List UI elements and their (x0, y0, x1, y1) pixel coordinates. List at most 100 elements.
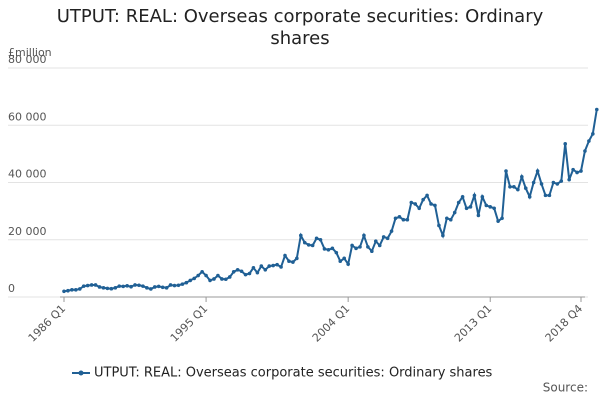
data-point (322, 247, 327, 251)
data-point (279, 265, 283, 269)
data-point (543, 193, 548, 198)
data-point (318, 237, 323, 242)
data-point (587, 139, 591, 143)
data-point (377, 243, 382, 248)
data-point (70, 288, 74, 292)
x-tick-label: 2018 Q4 (543, 302, 586, 345)
data-point (145, 286, 149, 290)
data-point (567, 177, 571, 182)
x-tick-label: 2013 Q1 (452, 302, 495, 345)
data-point (149, 287, 153, 291)
data-point (484, 203, 489, 208)
data-point (500, 216, 504, 221)
data-point (555, 182, 560, 186)
data-point (441, 233, 445, 238)
data-point (385, 236, 390, 241)
data-point (342, 256, 347, 261)
data-point (405, 217, 410, 222)
data-point (346, 262, 350, 266)
data-point (460, 195, 465, 199)
data-point (133, 283, 137, 287)
data-point (184, 280, 189, 285)
data-point (220, 277, 224, 281)
data-point (476, 213, 481, 218)
data-point (539, 182, 544, 186)
data-point (520, 174, 524, 179)
data-point (334, 250, 339, 255)
data-point (97, 285, 102, 289)
y-tick-label: 0 (8, 282, 15, 295)
data-point (129, 284, 133, 289)
data-point (591, 132, 595, 136)
data-point (255, 270, 260, 275)
data-point (354, 246, 358, 251)
data-point (93, 283, 98, 287)
data-point (583, 149, 587, 153)
data-point (168, 283, 173, 287)
data-point (283, 253, 287, 258)
data-point (330, 246, 335, 251)
data-point (156, 284, 161, 289)
data-point (141, 284, 145, 288)
data-point (200, 270, 204, 274)
y-tick-label: 40 000 (8, 168, 47, 181)
data-point (531, 180, 536, 185)
data-point (326, 247, 331, 252)
data-point (77, 287, 82, 291)
data-point (381, 235, 386, 239)
data-point (456, 200, 461, 205)
y-axis-label: £million (8, 46, 52, 59)
data-point (417, 206, 421, 211)
data-point (239, 269, 244, 274)
data-point (172, 283, 177, 288)
series-line (63, 109, 598, 293)
data-point (527, 195, 532, 199)
data-point (464, 206, 469, 211)
data-point (271, 263, 275, 268)
data-point (448, 217, 453, 222)
data-point (472, 193, 477, 198)
data-point (105, 286, 110, 291)
data-point (160, 285, 165, 290)
data-point (508, 184, 512, 189)
data-point (243, 272, 248, 277)
data-point (208, 278, 212, 283)
data-point (251, 266, 256, 270)
data-point (101, 286, 106, 290)
data-point (512, 184, 516, 189)
data-point (488, 205, 493, 209)
data-point (125, 284, 129, 288)
legend-marker (78, 370, 84, 376)
data-point (231, 270, 236, 274)
data-point (302, 240, 307, 245)
data-point (267, 264, 272, 268)
data-point (109, 286, 114, 291)
data-point (62, 289, 66, 294)
data-point (358, 245, 362, 249)
y-tick-label: 60 000 (8, 110, 47, 123)
data-point (137, 283, 141, 288)
data-point (516, 187, 520, 192)
data-point (397, 215, 402, 219)
x-tick-label: 1995 Q1 (168, 302, 211, 345)
data-point (452, 210, 457, 215)
data-point (74, 288, 78, 292)
data-point (551, 180, 556, 185)
data-point (504, 169, 508, 173)
data-point (180, 282, 185, 286)
data-point (66, 288, 70, 293)
data-point (523, 186, 528, 191)
data-point (287, 259, 291, 264)
x-tick-label: 2004 Q1 (310, 302, 353, 345)
data-point (235, 268, 240, 272)
data-point (188, 278, 193, 283)
data-point (429, 202, 433, 206)
data-point (571, 167, 575, 172)
data-point (247, 271, 252, 276)
legend-label: UTPUT: REAL: Overseas corporate securiti… (94, 366, 493, 381)
data-point (117, 284, 122, 288)
data-point (212, 277, 216, 281)
data-point (196, 273, 200, 278)
data-point (373, 239, 378, 243)
